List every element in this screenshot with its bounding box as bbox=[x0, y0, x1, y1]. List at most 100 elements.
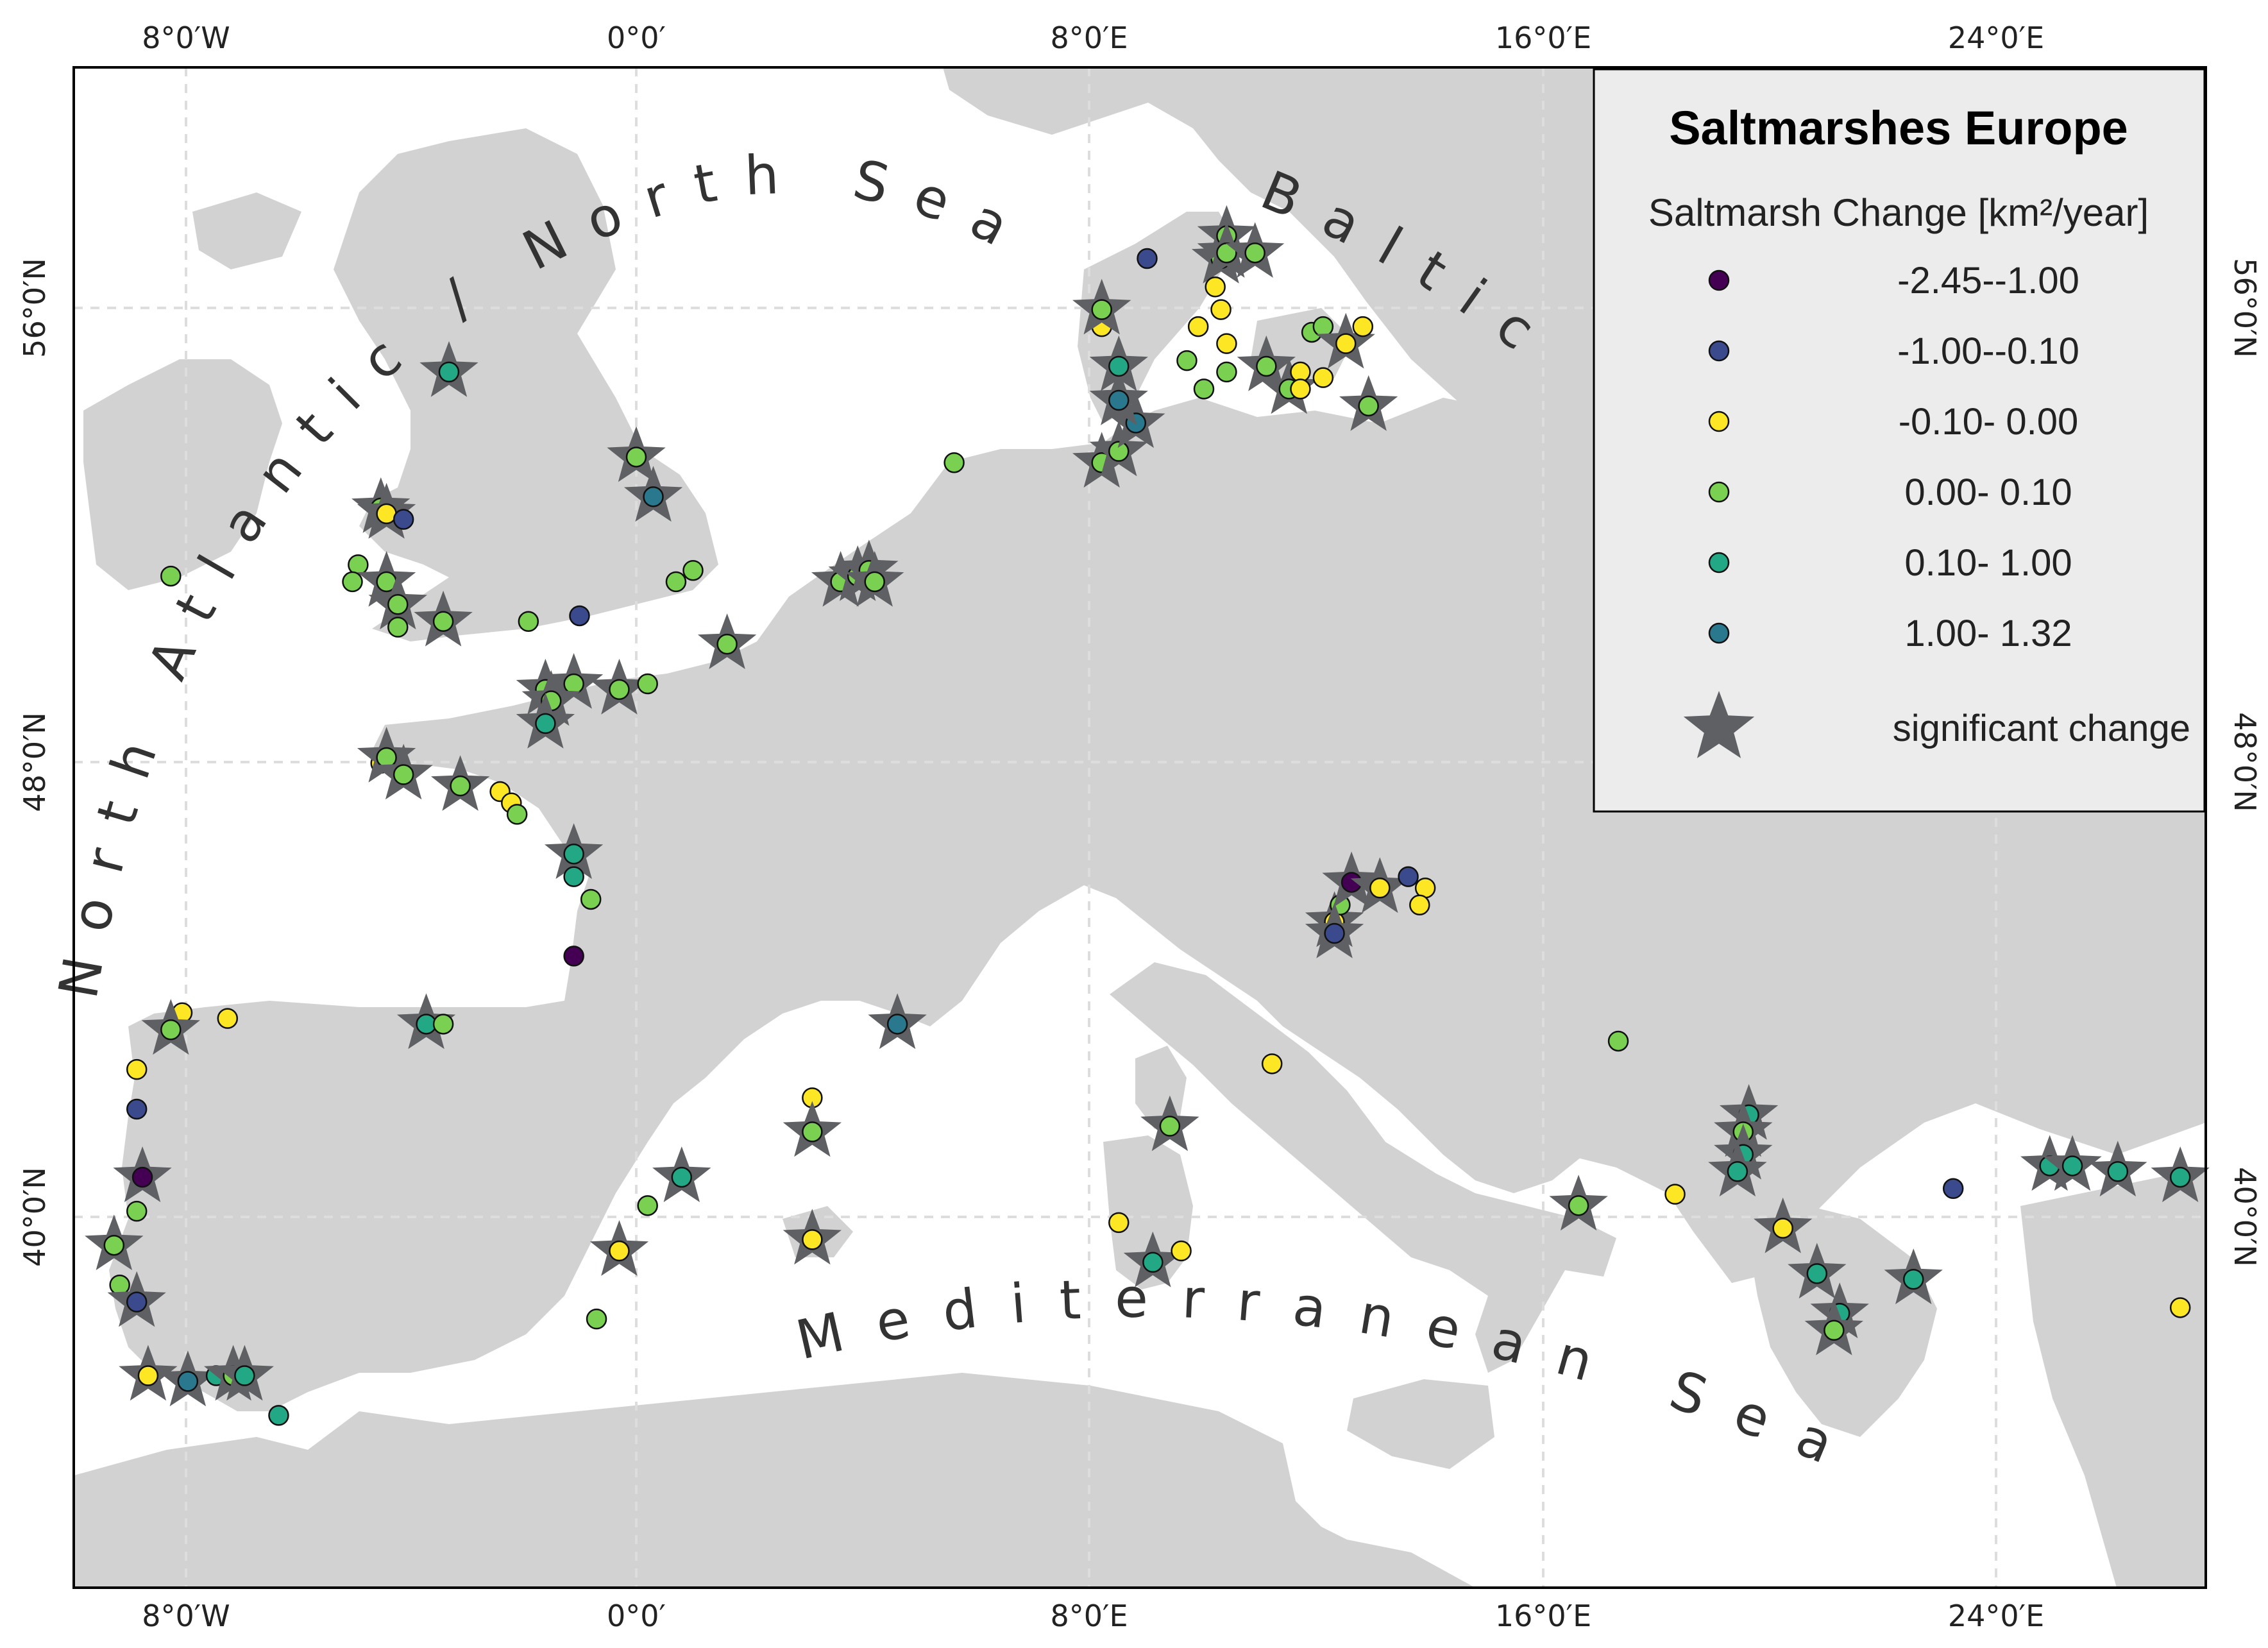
y-tick-label-right: 48°0′N bbox=[2228, 712, 2262, 812]
saltmarsh-site bbox=[864, 571, 885, 593]
saltmarsh-site bbox=[393, 764, 414, 785]
saltmarsh-site bbox=[126, 1058, 148, 1080]
saltmarsh-site bbox=[563, 866, 584, 887]
legend-swatch bbox=[1708, 269, 1730, 291]
x-tick-label-top: 16°0′E bbox=[1495, 21, 1591, 55]
saltmarsh-site bbox=[1159, 1116, 1181, 1137]
saltmarsh-site bbox=[1108, 355, 1130, 377]
land-north-africa bbox=[74, 1373, 1475, 1588]
saltmarsh-site bbox=[160, 1019, 182, 1041]
saltmarsh-site bbox=[1727, 1161, 1748, 1182]
site-markers bbox=[85, 205, 2210, 1426]
x-tick-label-bottom: 24°0′E bbox=[1948, 1599, 2044, 1633]
legend-title: Saltmarshes Europe bbox=[1669, 101, 2128, 155]
saltmarsh-site bbox=[1312, 316, 1334, 337]
saltmarsh-site bbox=[1244, 242, 1265, 264]
saltmarsh-site bbox=[234, 1365, 255, 1386]
x-tick-label-bottom: 16°0′E bbox=[1495, 1599, 1591, 1633]
land-ireland bbox=[83, 359, 282, 590]
saltmarsh-site bbox=[217, 1008, 239, 1029]
saltmarsh-site bbox=[518, 611, 539, 633]
saltmarsh-site bbox=[1108, 441, 1130, 462]
legend-label: 1.00- 1.32 bbox=[1904, 613, 2072, 654]
saltmarsh-site bbox=[1290, 378, 1311, 400]
map-frame bbox=[72, 66, 2207, 1589]
saltmarsh-site bbox=[563, 946, 584, 967]
land-italy bbox=[1110, 962, 1616, 1373]
saltmarsh-site bbox=[1171, 1240, 1192, 1262]
saltmarsh-site bbox=[802, 1229, 823, 1250]
saltmarsh-site bbox=[1335, 333, 1357, 354]
saltmarsh-site bbox=[625, 446, 647, 468]
land-sicily bbox=[1347, 1379, 1494, 1469]
x-tick-label-top: 0°0′ bbox=[607, 21, 666, 55]
saltmarsh-site bbox=[126, 1200, 148, 1222]
saltmarsh-site bbox=[177, 1371, 199, 1392]
saltmarsh-site bbox=[506, 804, 528, 825]
legend-box bbox=[1593, 68, 2206, 813]
saltmarsh-site bbox=[1824, 1320, 1845, 1341]
y-tick-label-left: 56°0′N bbox=[17, 258, 52, 358]
saltmarsh-site bbox=[1142, 1252, 1164, 1273]
saltmarsh-site bbox=[1108, 389, 1130, 411]
x-tick-label-top: 8°0′E bbox=[1050, 21, 1128, 55]
saltmarsh-site bbox=[1261, 1053, 1283, 1075]
legend-significant-label: significant change bbox=[1893, 708, 2190, 749]
legend-swatch bbox=[1708, 552, 1730, 573]
land-sardinia bbox=[1103, 1135, 1193, 1289]
saltmarsh-site bbox=[450, 775, 471, 797]
saltmarsh-site bbox=[1193, 378, 1215, 400]
saltmarsh-site bbox=[1137, 248, 1158, 269]
saltmarsh-site bbox=[886, 1014, 908, 1035]
saltmarsh-site bbox=[580, 888, 602, 910]
saltmarsh-site bbox=[438, 361, 460, 383]
legend-swatch bbox=[1708, 411, 1730, 432]
saltmarsh-site bbox=[1398, 866, 1419, 887]
saltmarsh-site bbox=[2169, 1166, 2191, 1188]
saltmarsh-site bbox=[160, 565, 182, 587]
legend-rows: -2.45--1.00 -1.00--0.10 -0.10- 0.00 0.00- 0… bbox=[1708, 260, 2079, 654]
saltmarsh-site bbox=[1409, 894, 1430, 916]
y-tick-label-right: 40°0′N bbox=[2228, 1167, 2262, 1267]
legend-subtitle: Saltmarsh Change [km²/year] bbox=[1648, 191, 2149, 234]
saltmarsh-site bbox=[802, 1121, 823, 1143]
saltmarsh-site bbox=[1108, 1212, 1130, 1234]
saltmarsh-site bbox=[665, 571, 687, 593]
saltmarsh-site bbox=[944, 452, 965, 473]
saltmarsh-site bbox=[1210, 299, 1231, 320]
saltmarsh-site bbox=[535, 713, 556, 735]
saltmarsh-site bbox=[1352, 316, 1374, 337]
saltmarsh-site bbox=[393, 509, 414, 530]
saltmarsh-site bbox=[126, 1098, 148, 1120]
legend-swatch bbox=[1708, 622, 1730, 644]
saltmarsh-site bbox=[1358, 395, 1379, 417]
saltmarsh-site bbox=[716, 633, 738, 655]
saltmarsh-site bbox=[1312, 367, 1334, 388]
tick-labels: 8°0′W 8°0′W 0°0′ 0°0′ 8°0′E 8°0′E 16°0′E 16°0′E… bbox=[17, 21, 2262, 1633]
y-tick-label-right: 56°0′N bbox=[2228, 258, 2262, 358]
y-tick-label-left: 40°0′N bbox=[17, 1167, 52, 1267]
saltmarsh-site bbox=[609, 1240, 630, 1262]
y-tick-label-left: 48°0′N bbox=[17, 712, 52, 812]
x-tick-label-top: 8°0′W bbox=[142, 21, 230, 55]
saltmarsh-site bbox=[2107, 1161, 2129, 1182]
legend-swatch bbox=[1708, 340, 1730, 362]
saltmarsh-site bbox=[1942, 1178, 1964, 1200]
legend: Saltmarshes Europe Saltmarsh Change [km²… bbox=[1593, 68, 2206, 813]
legend-swatch bbox=[1708, 481, 1730, 503]
saltmarsh-site bbox=[586, 1308, 607, 1330]
saltmarsh-site bbox=[342, 571, 363, 593]
saltmarsh-site bbox=[643, 486, 664, 507]
land-great-britain bbox=[334, 128, 718, 641]
saltmarsh-site bbox=[1324, 922, 1345, 944]
legend-label: -1.00--0.10 bbox=[1897, 330, 2079, 372]
saltmarsh-site bbox=[1216, 361, 1237, 383]
land-isles bbox=[192, 192, 301, 269]
saltmarsh-site bbox=[671, 1166, 693, 1188]
saltmarsh-site bbox=[637, 1195, 658, 1216]
land-turkey bbox=[2020, 1168, 2206, 1588]
saltmarsh-site bbox=[1216, 333, 1237, 354]
x-tick-label-top: 24°0′E bbox=[1948, 21, 2044, 55]
saltmarsh-site bbox=[1568, 1195, 1589, 1216]
saltmarsh-site bbox=[268, 1405, 289, 1426]
